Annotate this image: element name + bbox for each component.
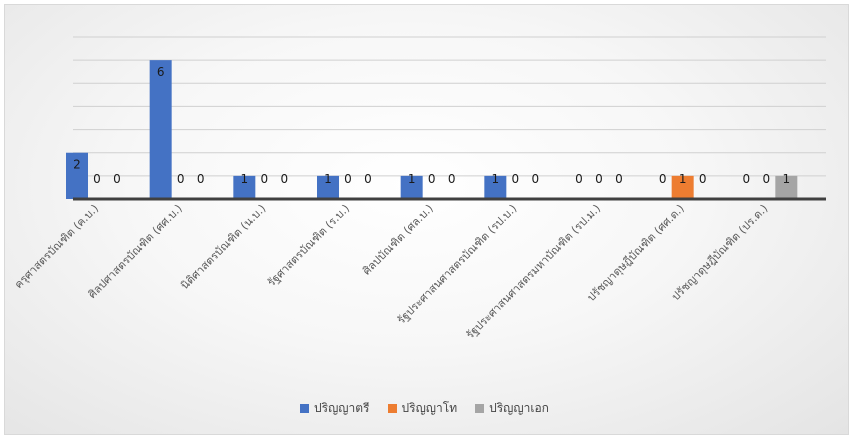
x-tick-label: นิติศาสตรบัณฑิต (น.บ.) xyxy=(178,202,268,292)
legend-item-doctorate: ปริญญาเอก xyxy=(475,399,549,418)
legend-label: ปริญญาโท xyxy=(402,399,458,418)
data-label: 0 xyxy=(699,172,707,186)
x-tick-label: ครุศาสตรบัณฑิต (ค.บ.) xyxy=(12,202,101,291)
data-label: 1 xyxy=(679,172,687,186)
x-tick-label: ปรัชญาดุษฎีบัณฑิต (ปร.ด.) xyxy=(669,202,770,303)
gridlines xyxy=(73,37,826,176)
bar xyxy=(150,60,172,199)
x-tick-label: รัฐศาสตรบัณฑิต (ร.บ.) xyxy=(265,202,352,289)
data-label: 0 xyxy=(177,172,185,186)
data-label: 0 xyxy=(532,172,540,186)
data-label: 0 xyxy=(113,172,121,186)
data-label: 6 xyxy=(157,65,165,79)
data-label: 0 xyxy=(197,172,205,186)
data-label: 0 xyxy=(428,172,436,186)
data-label: 0 xyxy=(448,172,456,186)
legend-label: ปริญญาเอก xyxy=(489,399,549,418)
data-label: 2 xyxy=(73,158,81,172)
legend-swatch xyxy=(475,404,484,413)
legend-label: ปริญญาตรี xyxy=(314,399,370,418)
data-label: 1 xyxy=(492,172,500,186)
data-label: 0 xyxy=(763,172,771,186)
legend-swatch xyxy=(388,404,397,413)
x-tick-label: รัฐประศาสนศาสตรมหาบัณฑิต (รป.ม.) xyxy=(464,202,604,342)
legend-swatch xyxy=(300,404,309,413)
data-label: 1 xyxy=(241,172,249,186)
data-label: 0 xyxy=(575,172,583,186)
data-label: 0 xyxy=(344,172,352,186)
x-tick-label: ปรัชญาดุษฎีบัณฑิต (ศศ.ด.) xyxy=(585,202,687,304)
data-label: 1 xyxy=(408,172,416,186)
data-label: 0 xyxy=(261,172,269,186)
data-label: 1 xyxy=(324,172,332,186)
legend-item-master: ปริญญาโท xyxy=(388,399,458,418)
data-label: 0 xyxy=(281,172,289,186)
data-label: 0 xyxy=(595,172,603,186)
data-label: 0 xyxy=(743,172,751,186)
legend: ปริญญาตรี ปริญญาโท ปริญญาเอก xyxy=(300,398,549,418)
data-label: 1 xyxy=(783,172,791,186)
x-tick-label: ศิลปศาสตรบัณฑิต (ศศ.บ.) xyxy=(86,202,185,301)
x-tick-labels: ครุศาสตรบัณฑิต (ค.บ.)ศิลปศาสตรบัณฑิต (ศศ… xyxy=(12,202,770,342)
x-tick-label: ศิลปบัณฑิต (ศล.บ.) xyxy=(360,202,436,278)
data-label: 0 xyxy=(512,172,520,186)
data-label: 0 xyxy=(364,172,372,186)
data-label: 0 xyxy=(659,172,667,186)
data-label: 0 xyxy=(615,172,623,186)
legend-item-bachelor: ปริญญาตรี xyxy=(300,399,370,418)
data-label: 0 xyxy=(93,172,101,186)
